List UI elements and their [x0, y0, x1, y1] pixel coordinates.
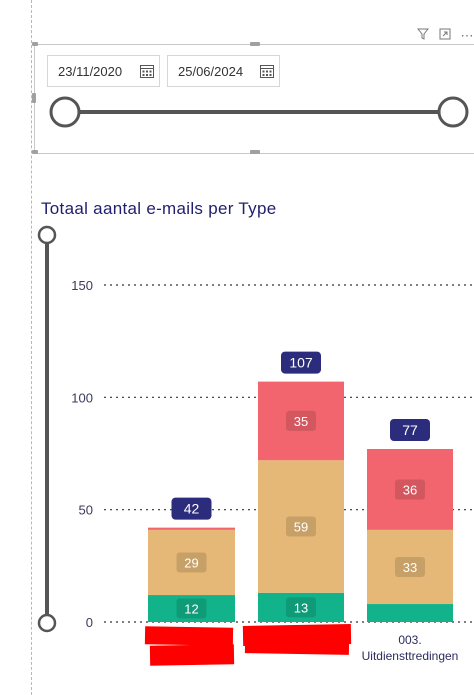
bar-segment[interactable]: [148, 595, 235, 622]
resize-handle-top[interactable]: [250, 42, 260, 46]
calendar-icon[interactable]: [140, 64, 154, 78]
date-range-slider[interactable]: [0, 0, 474, 160]
data-label: 13: [294, 600, 308, 615]
end-date-value: 25/06/2024: [178, 64, 244, 79]
total-label: 107: [289, 355, 313, 371]
slider-start-handle[interactable]: [49, 96, 81, 128]
end-date-input[interactable]: 25/06/2024: [167, 55, 280, 87]
redaction-mark: [149, 644, 235, 666]
x-category-label: Uitdiensttredingen: [362, 649, 459, 663]
stacked-bar-chart: 0 50 100 150 12 29 42 13 59 35 107 33 36 77 003. Uitdie…: [37, 225, 474, 663]
resize-handle-left[interactable]: [32, 93, 36, 103]
y-tick-label: 50: [79, 503, 93, 518]
data-label-bg: [395, 479, 425, 500]
data-label: 59: [294, 520, 308, 535]
total-label-bg: [281, 351, 321, 374]
zoom-slider-top-handle[interactable]: [37, 225, 57, 245]
redaction-mark: [244, 639, 350, 655]
total-label: 77: [402, 422, 418, 438]
total-label: 42: [184, 501, 200, 517]
bar-segment[interactable]: [258, 460, 344, 593]
resize-handle-corner-bl[interactable]: [32, 150, 38, 154]
bar-segment[interactable]: [367, 529, 453, 605]
data-label-bg: [286, 516, 316, 537]
data-label-bg: [395, 556, 425, 577]
start-date-input[interactable]: 23/11/2020: [47, 55, 160, 87]
data-label-bg: [286, 597, 316, 618]
data-label: 12: [184, 602, 198, 617]
start-date-value: 23/11/2020: [58, 64, 123, 79]
data-label: 33: [403, 560, 417, 575]
filter-icon[interactable]: [416, 28, 430, 44]
slider-end-handle[interactable]: [437, 96, 469, 128]
bar-segment[interactable]: [148, 527, 235, 530]
data-label: 35: [294, 414, 308, 429]
y-tick-label: 150: [71, 278, 93, 293]
data-label: 36: [403, 482, 417, 497]
bar-segment[interactable]: [367, 449, 453, 530]
x-category-label: 003.: [398, 633, 421, 647]
zoom-slider-bottom-handle[interactable]: [37, 613, 57, 633]
data-label: 29: [184, 555, 198, 570]
data-label-bg: [176, 598, 207, 619]
bar-segment[interactable]: [148, 529, 235, 596]
bar-segment[interactable]: [258, 381, 344, 461]
data-label-bg: [176, 552, 207, 573]
redaction-mark: [144, 626, 234, 646]
y-tick-label: 0: [86, 615, 93, 630]
bar-segment[interactable]: [367, 604, 453, 622]
bar-segment[interactable]: [258, 592, 344, 622]
total-label-bg: [171, 497, 212, 520]
calendar-icon[interactable]: [260, 64, 274, 78]
data-label-bg: [286, 410, 316, 431]
chart-title: Totaal aantal e-mails per Type: [41, 199, 277, 218]
y-tick-label: 100: [71, 390, 93, 405]
visual-header: ⋯: [416, 28, 474, 44]
more-options-icon[interactable]: ⋯: [460, 28, 474, 43]
total-label-bg: [390, 419, 430, 442]
resize-handle-corner-tl[interactable]: [32, 42, 38, 46]
resize-handle-bottom[interactable]: [250, 150, 260, 154]
canvas-guide-line: [31, 0, 32, 695]
focus-mode-icon[interactable]: [438, 28, 452, 44]
